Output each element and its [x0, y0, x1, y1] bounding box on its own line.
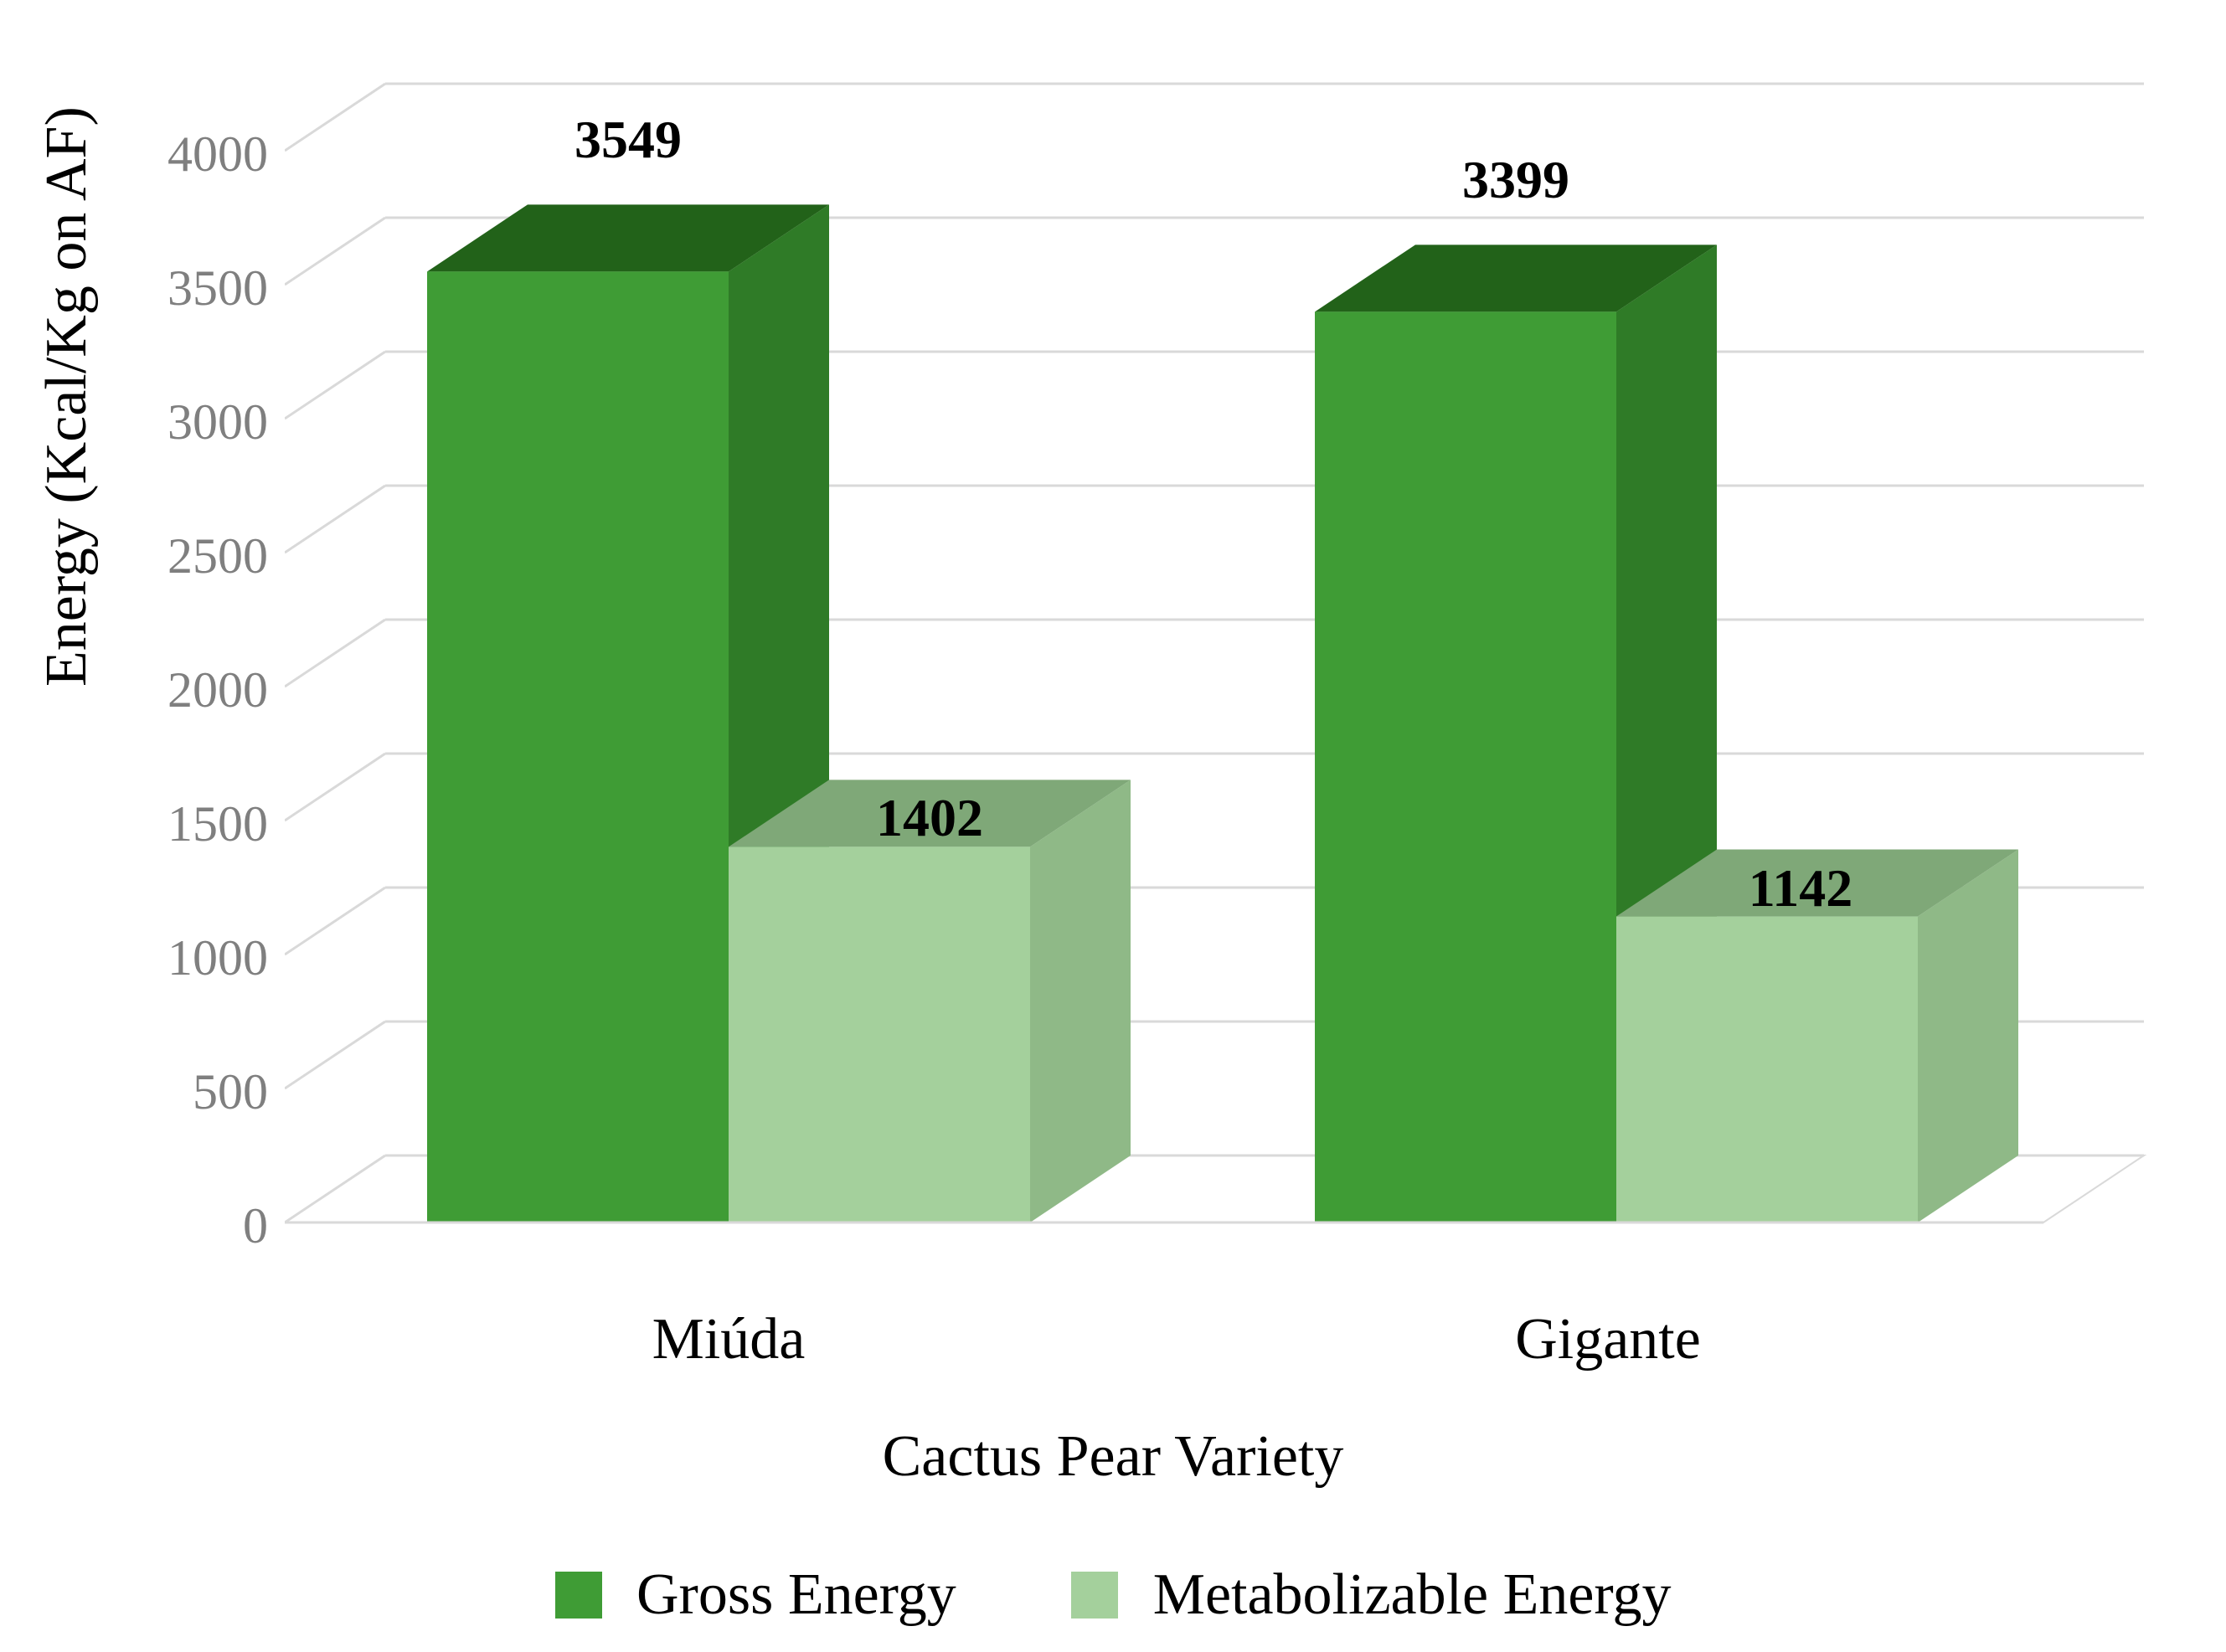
ytick-3500: 3500 — [117, 260, 268, 317]
plot-area — [285, 67, 2169, 1289]
datalabel-miuda-gross: 3549 — [502, 109, 754, 171]
ytick-2500: 2500 — [117, 528, 268, 585]
datalabel-miuda-metab: 1402 — [804, 787, 1055, 849]
legend-swatch-metab — [1071, 1572, 1118, 1619]
ytick-0: 0 — [117, 1197, 268, 1255]
legend-label-metab: Metabolizable Energy — [1153, 1562, 1672, 1627]
legend-item-metab: Metabolizable Energy — [1071, 1562, 1671, 1629]
ytick-1500: 1500 — [117, 795, 268, 853]
legend-item-gross: Gross Energy — [555, 1562, 956, 1629]
ytick-1000: 1000 — [117, 929, 268, 987]
datalabel-gigante-metab: 1142 — [1675, 857, 1926, 919]
legend: Gross Energy Metabolizable Energy — [0, 1562, 2226, 1629]
category-gigante: Gigante — [1440, 1306, 1775, 1373]
front-baseline — [285, 67, 2169, 1289]
legend-swatch-gross — [555, 1572, 602, 1619]
ytick-3000: 3000 — [117, 394, 268, 451]
category-miuda: Miúda — [561, 1306, 896, 1373]
x-axis-label: Cactus Pear Variety — [0, 1423, 2226, 1490]
ytick-2000: 2000 — [117, 661, 268, 719]
energy-chart: Energy (Kcal/Kg on AF) 0 500 1000 1500 2… — [0, 0, 2226, 1652]
ytick-500: 500 — [117, 1063, 268, 1121]
y-axis-label: Energy (Kcal/Kg on AF) — [33, 106, 100, 687]
datalabel-gigante-gross: 3399 — [1390, 149, 1641, 211]
ytick-4000: 4000 — [117, 126, 268, 183]
legend-label-gross: Gross Energy — [636, 1562, 956, 1627]
